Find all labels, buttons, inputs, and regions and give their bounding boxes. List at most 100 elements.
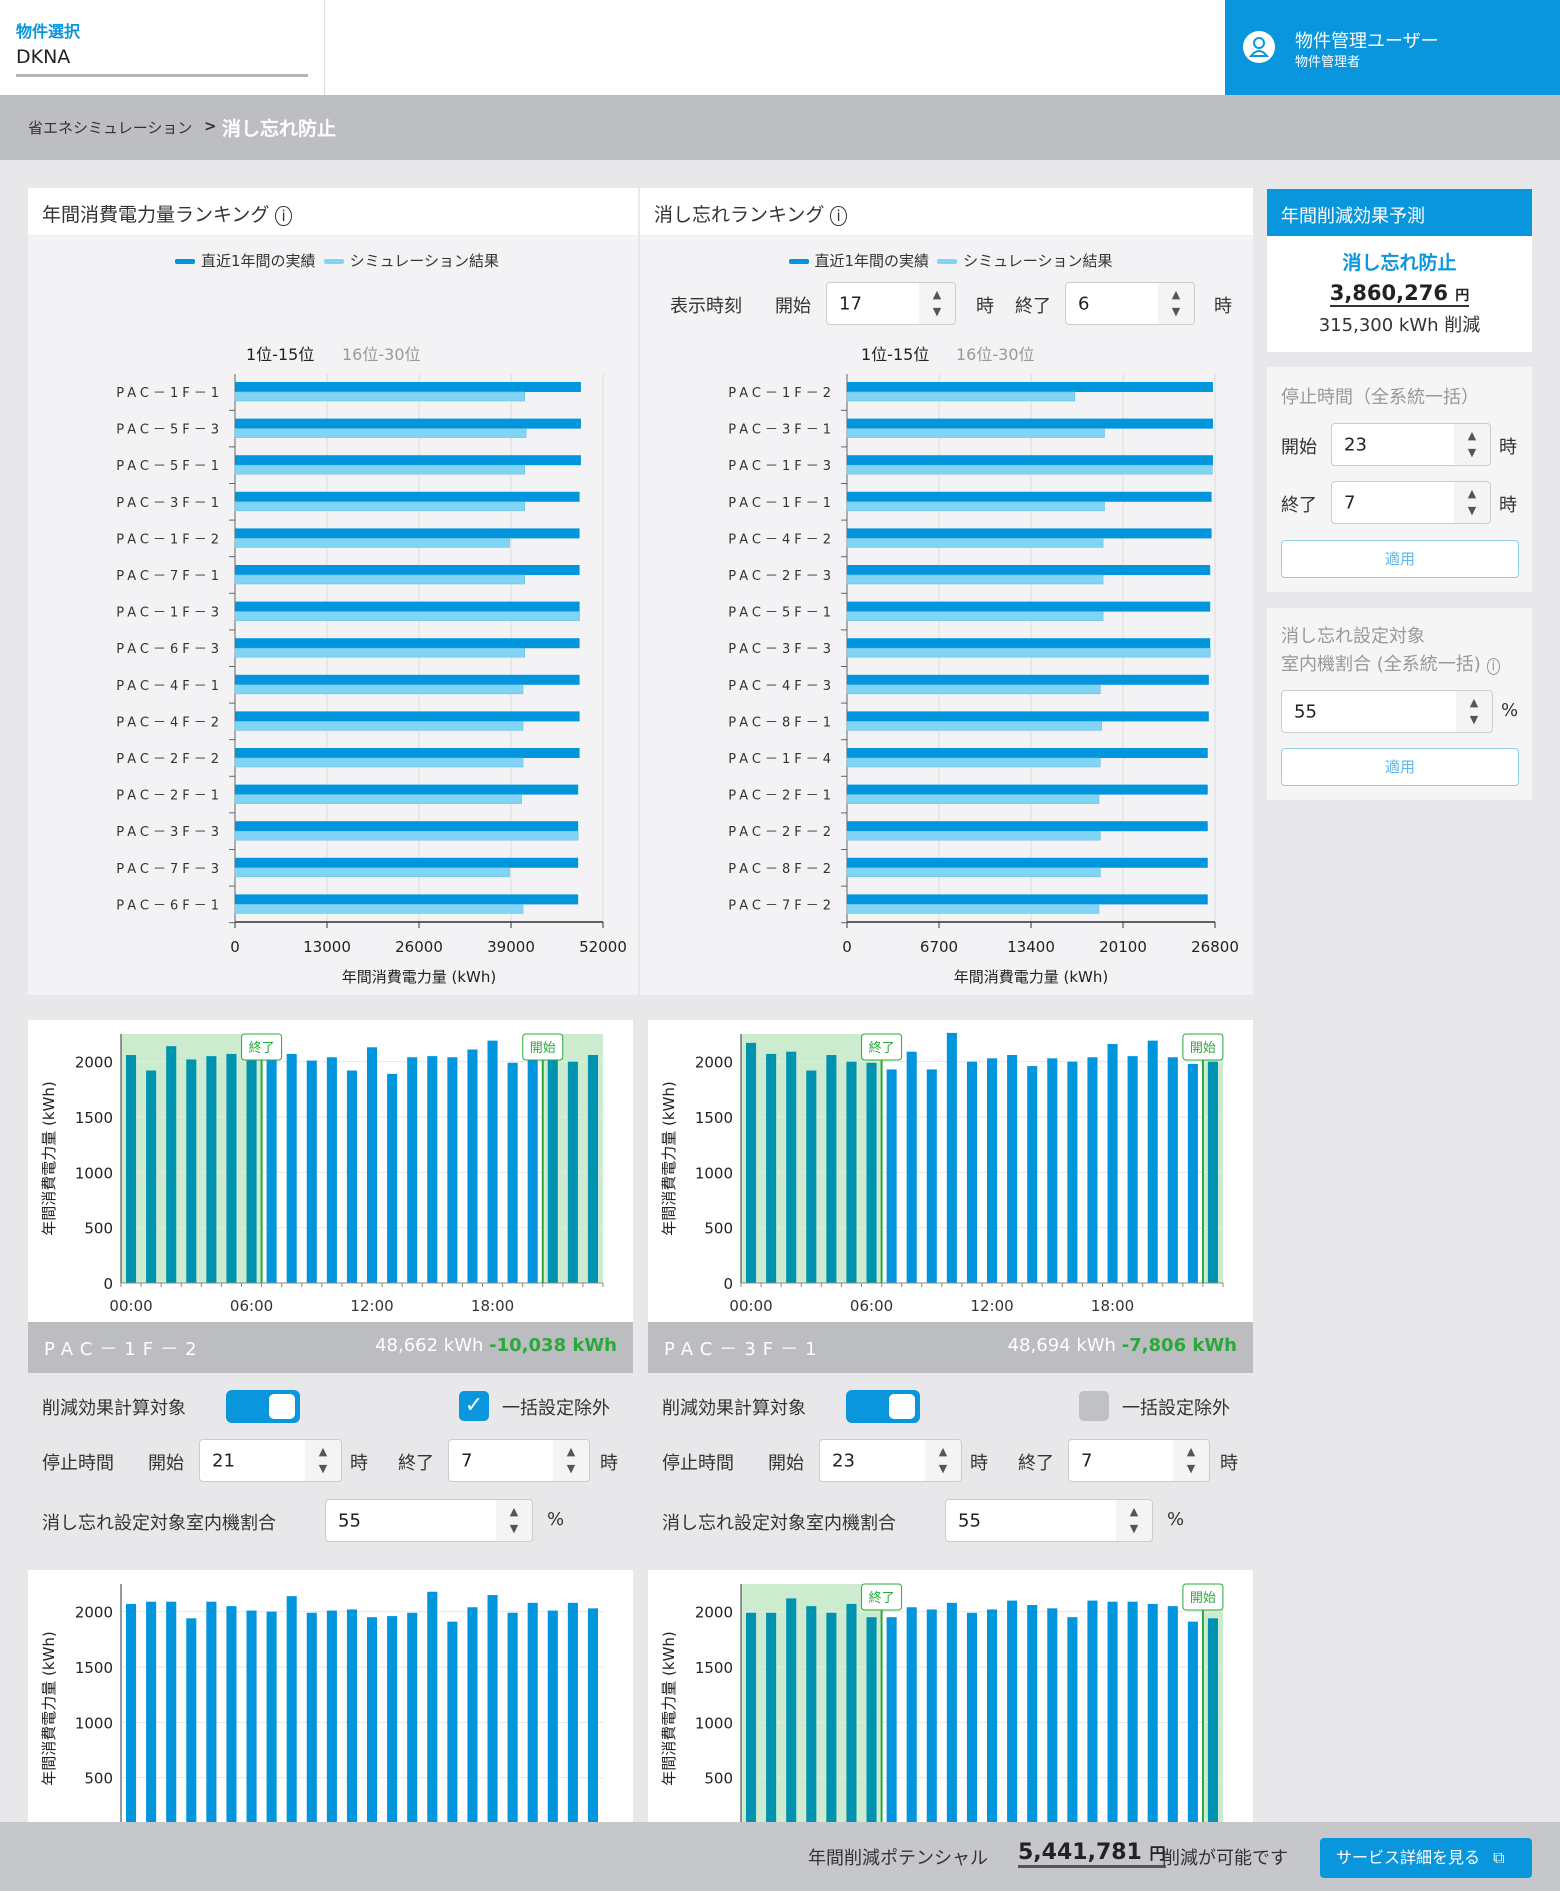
bar-simulation <box>234 647 526 658</box>
calc-target-label: 削減効果計算対象 <box>42 1398 186 1419</box>
stepper-value[interactable]: 23 <box>1344 434 1367 455</box>
breadcrumb-parent[interactable]: 省エネシミュレーション <box>28 119 193 137</box>
hour-bar <box>846 1603 857 1833</box>
hour-bar <box>407 1612 418 1833</box>
calc-target-toggle[interactable] <box>846 1390 920 1423</box>
stepper-value[interactable]: 17 <box>839 293 862 314</box>
y-tick-label: 2000 <box>75 1054 113 1072</box>
stepper-arrows-icon[interactable]: ▲ ▼ <box>496 1500 532 1541</box>
bar-simulation <box>846 794 1100 804</box>
hour-bar <box>146 1601 157 1833</box>
stepper-value[interactable]: 55 <box>958 1510 981 1531</box>
stepper-arrows-icon[interactable]: ▲ ▼ <box>305 1440 341 1481</box>
y-tick-label: 1500 <box>695 1659 733 1677</box>
stepper-arrows-icon[interactable]: ▲ ▼ <box>1158 283 1194 324</box>
category-label: PAC－2F－1 <box>116 789 223 804</box>
exclude-checkbox[interactable]: ✓ <box>459 1391 489 1421</box>
y-tick-label: 1500 <box>75 1659 113 1677</box>
stepper-value[interactable]: 7 <box>1344 492 1356 513</box>
stepper-value[interactable]: 23 <box>832 1450 855 1471</box>
tab-rank-1-15[interactable]: 1位-15位 <box>861 345 930 364</box>
tab-rank-16-30[interactable]: 16位-30位 <box>956 345 1035 364</box>
stepper-arrows-icon[interactable]: ▲ ▼ <box>1454 424 1490 465</box>
hour-bar <box>1167 1057 1178 1283</box>
unit-ratio-stepper[interactable]: 55 ▲ ▼ <box>945 1499 1153 1542</box>
unit-start-stepper[interactable]: 21 ▲ ▼ <box>199 1439 342 1482</box>
forget-ranking-panel: 消し忘れランキング i 直近1年間の実績 シミュレーション結果 表示時刻 開始 1… <box>640 188 1253 995</box>
start-label: 開始 <box>775 296 811 317</box>
user-menu[interactable]: 物件管理ユーザー 物件管理者 <box>1225 0 1560 95</box>
start-marker-label: 開始 <box>1190 1591 1216 1606</box>
calc-target-toggle[interactable] <box>226 1390 300 1423</box>
hour-bar <box>427 1591 438 1833</box>
stepper-value[interactable]: 7 <box>461 1450 473 1471</box>
end-marker-label: 終了 <box>869 1040 895 1056</box>
category-label: PAC－8F－1 <box>728 715 835 730</box>
stop-time-title: 停止時間（全系統一括） <box>1281 387 1479 408</box>
bar-actual <box>847 565 1211 575</box>
hour-bar <box>286 1053 297 1283</box>
stepper-value[interactable]: 21 <box>212 1450 235 1471</box>
info-icon[interactable]: i <box>1486 658 1501 675</box>
stepper-arrows-icon[interactable]: ▲ ▼ <box>1456 691 1492 732</box>
forecast-amount-value: 3,860,276 <box>1329 281 1448 305</box>
bar-actual <box>235 601 580 612</box>
stepper-value[interactable]: 55 <box>1294 701 1317 722</box>
display-end-stepper[interactable]: 6 ▲ ▼ <box>1065 282 1195 325</box>
display-start-stepper[interactable]: 17 ▲ ▼ <box>826 282 956 325</box>
property-value[interactable]: DKNA <box>16 46 71 68</box>
y-tick-label: 2000 <box>695 1604 733 1622</box>
stepper-arrows-icon[interactable]: ▲ ▼ <box>919 283 955 324</box>
hour-bar <box>987 1609 998 1833</box>
unit-end-stepper[interactable]: 7 ▲ ▼ <box>448 1439 590 1482</box>
global-ratio-stepper[interactable]: 55 ▲ ▼ <box>1281 690 1493 733</box>
info-icon[interactable]: i <box>275 206 292 226</box>
unit-ratio-stepper[interactable]: 55 ▲ ▼ <box>325 1499 533 1542</box>
stop-time-card: 停止時間（全系統一括） 開始 23 ▲ ▼ 時 終了 7 ▲ ▼ 時 適用 <box>1267 367 1532 592</box>
bar-simulation <box>846 647 1211 658</box>
bar-simulation <box>234 830 579 841</box>
global-end-stepper[interactable]: 7 ▲ ▼ <box>1331 481 1491 524</box>
end-marker-label: 終了 <box>249 1040 275 1056</box>
hour-bar <box>166 1601 177 1833</box>
apply-ratio-button[interactable]: 適用 <box>1281 748 1519 786</box>
hour-bar <box>866 1062 877 1283</box>
stepper-arrows-icon[interactable]: ▲ ▼ <box>553 1440 589 1481</box>
info-icon[interactable]: i <box>830 206 847 226</box>
category-label: PAC－1F－1 <box>116 386 223 401</box>
stepper-arrows-icon[interactable]: ▲ ▼ <box>1454 482 1490 523</box>
hour-unit: 時 <box>350 1453 368 1474</box>
unit-kwh-diff: -7,806 kWh <box>1121 1335 1237 1356</box>
stepper-arrows-icon[interactable]: ▲ ▼ <box>1116 1500 1152 1541</box>
y-tick-label: 1000 <box>695 1164 733 1182</box>
ratio-title-line1: 消し忘れ設定対象 <box>1281 626 1425 647</box>
stepper-arrows-icon[interactable]: ▲ ▼ <box>1173 1440 1209 1481</box>
property-selector[interactable]: 物件選択 DKNA <box>0 0 325 95</box>
stepper-arrows-icon[interactable]: ▲ ▼ <box>925 1440 961 1481</box>
unit-end-stepper[interactable]: 7 ▲ ▼ <box>1068 1439 1210 1482</box>
hour-bar <box>126 1603 137 1833</box>
unit-start-stepper[interactable]: 23 ▲ ▼ <box>819 1439 962 1482</box>
stepper-value[interactable]: 55 <box>338 1510 361 1531</box>
hour-bar <box>346 1609 357 1833</box>
y-tick-label: 500 <box>704 1220 733 1238</box>
apply-stop-time-button[interactable]: 適用 <box>1281 540 1519 578</box>
service-details-button[interactable]: サービス詳細を見る ⧉ <box>1320 1838 1532 1878</box>
category-label: PAC－5F－1 <box>728 606 835 621</box>
exclude-checkbox[interactable] <box>1079 1391 1109 1421</box>
legend-actual: 直近1年間の実績 <box>201 252 316 270</box>
unit-kwh-value: 48,694 kWh <box>1007 1335 1116 1356</box>
global-start-stepper[interactable]: 23 ▲ ▼ <box>1331 423 1491 466</box>
hour-bar <box>746 1612 757 1833</box>
x-tick-label: 39000 <box>487 938 535 956</box>
stepper-value[interactable]: 6 <box>1078 293 1090 314</box>
stepper-value[interactable]: 7 <box>1081 1450 1093 1471</box>
hour-bar <box>326 1057 337 1283</box>
unit-hourly-chart-panel: 0 500 1000 1500 2000 00:00 06:00 12:00 18:00 年間消費… <box>648 1020 1253 1322</box>
tab-rank-16-30[interactable]: 16位-30位 <box>342 345 421 364</box>
category-label: PAC－2F－3 <box>728 569 835 584</box>
tab-rank-1-15[interactable]: 1位-15位 <box>246 345 315 364</box>
hour-bar <box>1187 1621 1198 1833</box>
hour-bar <box>326 1610 337 1833</box>
hour-bar <box>1067 1061 1078 1283</box>
